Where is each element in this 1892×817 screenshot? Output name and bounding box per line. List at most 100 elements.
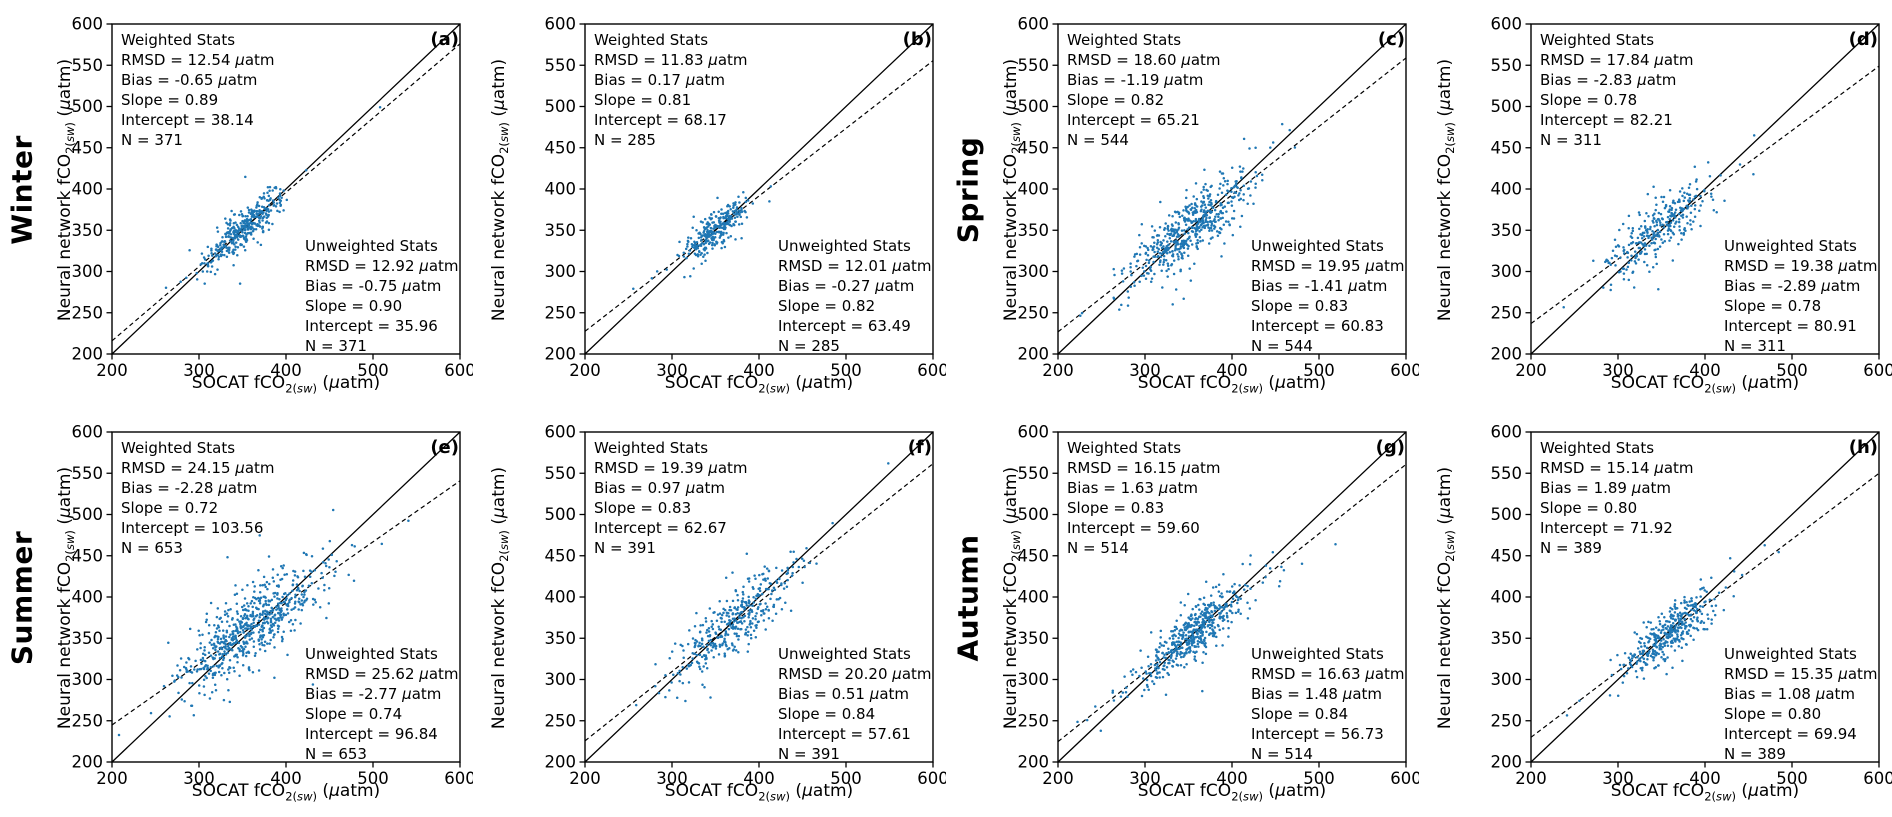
- stat-line-slope: Slope = 0.90: [305, 296, 403, 315]
- x-axis-label: SOCAT fCO2(sw) (μatm): [1610, 373, 1800, 396]
- scatter-plot-canvas: 200 300 400 500 600 200 250 300 350 400 450 500 550 6…: [1018, 423, 1420, 789]
- stat-label: Bias: [594, 478, 626, 497]
- stat-value: 0.17: [647, 70, 681, 89]
- stat-line-n: N = 514: [1251, 744, 1313, 763]
- stat-label: RMSD: [1067, 458, 1112, 477]
- stat-label: Slope: [305, 296, 347, 315]
- stat-unit: μatm: [218, 478, 258, 497]
- y-tick-label: 550: [1491, 56, 1523, 75]
- tick-marks-and-labels: 200 300 400 500 600 200 250 300 350 400 450 500 550 6…: [1491, 423, 1892, 789]
- stat-label: Bias: [305, 684, 337, 703]
- stat-line-bias: Bias = -0.27 μatm: [778, 276, 915, 295]
- stat-label: Slope: [594, 498, 636, 517]
- scatter-points: [634, 462, 890, 707]
- stat-unit: μatm: [1838, 664, 1878, 683]
- regression-line: [584, 60, 934, 332]
- stat-line-slope: Slope = 0.89: [121, 90, 219, 109]
- y-tick-label: 600: [1018, 423, 1050, 442]
- x-tick-label: 400: [743, 769, 775, 788]
- stat-unit: μatm: [685, 70, 725, 89]
- stat-value: 65.21: [1156, 110, 1200, 129]
- x-tick-label: 300: [1602, 361, 1634, 380]
- stat-line-intercept: Intercept = 71.92: [1540, 518, 1673, 537]
- stat-label: Intercept: [1251, 724, 1319, 743]
- unweighted-stats-title: Unweighted Stats: [305, 237, 438, 255]
- x-tick-label: 300: [183, 769, 215, 788]
- x-tick-label: 600: [1390, 361, 1419, 380]
- y-tick-label: 400: [1018, 180, 1050, 199]
- stat-value: 57.61: [867, 724, 911, 743]
- x-axis-label: SOCAT fCO2(sw) (μatm): [1610, 781, 1800, 804]
- y-tick-label: 300: [72, 670, 104, 689]
- identity-line: [111, 23, 461, 355]
- stat-value: 0.83: [1130, 498, 1165, 517]
- x-tick-label: 300: [1602, 769, 1634, 788]
- stat-unit: μatm: [1838, 256, 1878, 275]
- panel-letter: (g): [1375, 437, 1405, 458]
- panel-letter: (b): [902, 29, 932, 50]
- unweighted-stats-block: Unweighted Stats RMSD = 16.63 μatm Bias = …: [1251, 645, 1405, 765]
- stat-value: 653: [338, 744, 367, 763]
- stat-label: Slope: [1067, 90, 1109, 109]
- x-tick-label: 400: [1689, 361, 1721, 380]
- tick-marks-and-labels: 200 300 400 500 600 200 250 300 350 400 450 500 550 6…: [72, 423, 474, 789]
- stat-label: N: [1251, 336, 1263, 355]
- stat-line-n: N = 311: [1724, 336, 1786, 355]
- stat-unit: μatm: [892, 256, 932, 275]
- x-tick-label: 400: [270, 769, 302, 788]
- stat-label: Intercept: [1540, 110, 1608, 129]
- stat-value: 71.92: [1629, 518, 1673, 537]
- stat-line-intercept: Intercept = 59.60: [1067, 518, 1200, 537]
- stat-line-intercept: Intercept = 69.94: [1724, 724, 1857, 743]
- weighted-stats-block: Weighted Stats RMSD = 12.54 μatm Bias = -0…: [121, 31, 275, 151]
- stat-value: 35.96: [394, 316, 438, 335]
- y-tick-label: 550: [72, 56, 104, 75]
- stat-line-slope: Slope = 0.83: [1251, 296, 1349, 315]
- y-tick-label: 350: [1491, 629, 1523, 648]
- stat-unit: μatm: [875, 276, 915, 295]
- stat-label: Bias: [1724, 276, 1756, 295]
- scatter-points: [1565, 544, 1780, 717]
- stat-label: Slope: [1540, 498, 1582, 517]
- x-axis-label: SOCAT fCO2(sw) (μatm): [664, 781, 854, 804]
- y-tick-label: 250: [545, 303, 577, 322]
- y-tick-label: 350: [1018, 629, 1050, 648]
- scatter-panel: 200 300 400 500 600 200 250 300 350 400 450 500 550 6…: [946, 408, 1420, 816]
- unweighted-stats-block: Unweighted Stats RMSD = 20.20 μatm Bias = …: [778, 645, 932, 765]
- stat-label: Bias: [778, 276, 810, 295]
- y-tick-label: 300: [545, 262, 577, 281]
- x-tick-label: 300: [656, 361, 688, 380]
- stat-unit: μatm: [419, 256, 459, 275]
- stat-value: -2.89: [1777, 276, 1817, 295]
- identity-line: [584, 23, 934, 355]
- scatter-panel: 200 300 400 500 600 200 250 300 350 400 450 500 550 6…: [0, 0, 474, 408]
- stat-label: N: [1540, 130, 1552, 149]
- tick-marks-and-labels: 200 300 400 500 600 200 250 300 350 400 450 500 550 6…: [1018, 423, 1420, 789]
- regression-line: [111, 480, 461, 726]
- stat-unit: μatm: [708, 458, 748, 477]
- stat-value: 25.62: [371, 664, 415, 683]
- stat-value: 19.95: [1317, 256, 1361, 275]
- stat-label: Intercept: [305, 316, 373, 335]
- stat-value: 103.56: [210, 518, 264, 537]
- stat-value: 389: [1573, 538, 1602, 557]
- y-tick-label: 350: [1018, 221, 1050, 240]
- x-tick-label: 400: [1216, 769, 1248, 788]
- stat-label: RMSD: [594, 458, 639, 477]
- stat-line-slope: Slope = 0.84: [1251, 704, 1349, 723]
- stat-value: 80.91: [1813, 316, 1857, 335]
- stat-line-intercept: Intercept = 103.56: [121, 518, 264, 537]
- y-tick-label: 500: [72, 505, 104, 524]
- stat-value: 12.01: [844, 256, 888, 275]
- stat-line-n: N = 285: [778, 336, 840, 355]
- stat-line-n: N = 389: [1724, 744, 1786, 763]
- unweighted-stats-block: Unweighted Stats RMSD = 12.92 μatm Bias = …: [305, 237, 459, 357]
- y-tick-label: 400: [545, 180, 577, 199]
- x-tick-label: 600: [1863, 361, 1892, 380]
- stat-line-intercept: Intercept = 56.73: [1251, 724, 1384, 743]
- y-tick-label: 400: [1491, 588, 1523, 607]
- x-tick-label: 500: [357, 361, 389, 380]
- stat-line-n: N = 371: [305, 336, 367, 355]
- stat-label: Slope: [594, 90, 636, 109]
